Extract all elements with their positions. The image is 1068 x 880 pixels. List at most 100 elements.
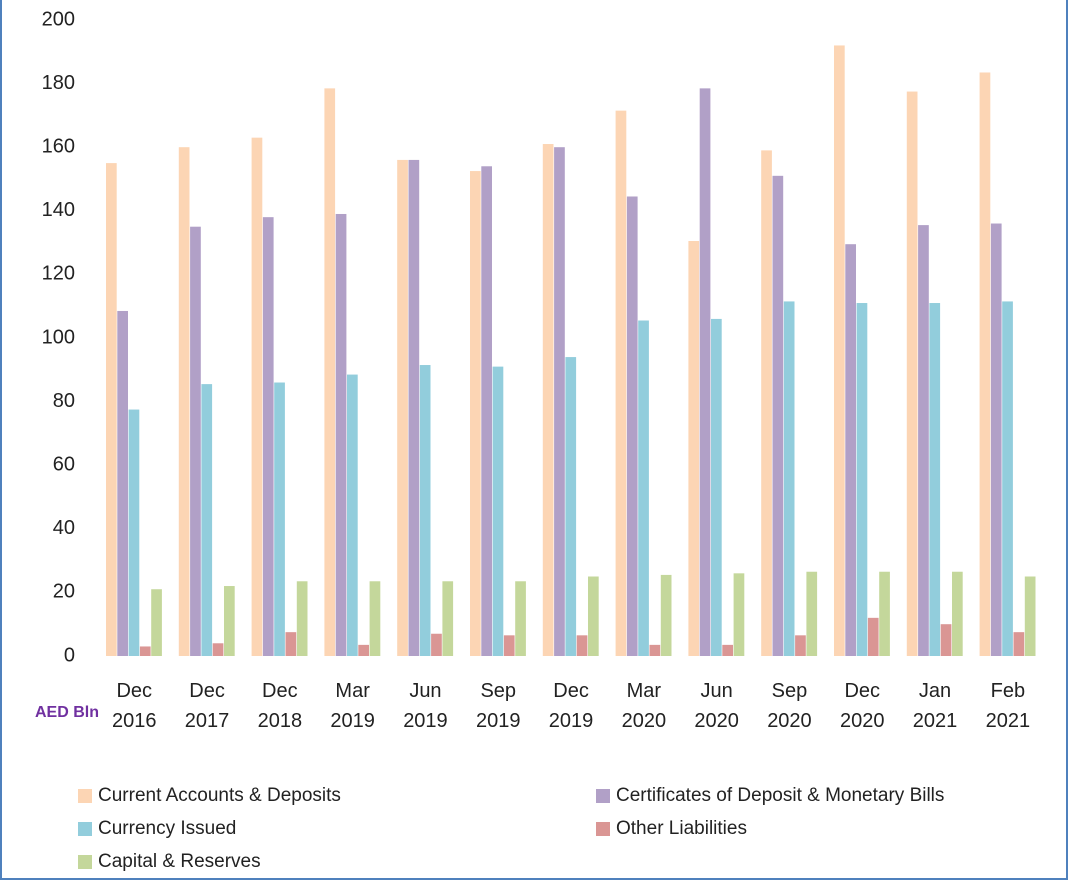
x-tick-line: 2021 (986, 710, 1031, 732)
bar (845, 244, 856, 656)
legend-swatch (78, 822, 92, 836)
x-tick-line: Dec (189, 680, 225, 702)
bar (772, 175, 784, 656)
legend-label: Other Liabilities (616, 818, 747, 839)
x-tick-line: 2020 (694, 710, 739, 732)
bar (1013, 632, 1025, 656)
x-tick-label: Sep 2020 (767, 680, 812, 732)
bar (442, 581, 454, 656)
y-tick-label: 140 (42, 199, 75, 221)
bar (397, 159, 408, 657)
x-tick-label: Jan 2021 (913, 680, 958, 732)
bar (588, 576, 599, 656)
bar (190, 226, 201, 656)
bar (638, 320, 649, 656)
legend-swatch (78, 789, 92, 803)
x-tick-line: 2019 (403, 710, 448, 732)
y-tick-label: 0 (64, 644, 75, 666)
bar (761, 150, 772, 656)
bar (929, 303, 941, 656)
bar (1024, 576, 1036, 656)
legend-label: Current Accounts & Deposits (98, 785, 341, 806)
bar (649, 644, 661, 656)
bar (492, 366, 504, 656)
x-tick-line: 2019 (476, 710, 521, 732)
x-tick-label: Dec 2018 (258, 680, 303, 732)
x-tick-line: 2016 (112, 710, 157, 732)
bar (201, 384, 213, 656)
bar (224, 586, 235, 656)
y-tick-label: 200 (42, 8, 75, 30)
axis-label: AED Bln (35, 704, 99, 721)
bar (918, 225, 929, 657)
x-tick-label: Jun 2019 (403, 680, 448, 732)
bar (688, 241, 700, 656)
x-tick-label: Jun 2020 (694, 680, 739, 732)
bar (274, 382, 285, 656)
bar (979, 72, 991, 657)
y-tick-label: 160 (42, 135, 75, 157)
x-tick-line: Sep (772, 680, 808, 702)
y-tick-label: 80 (53, 390, 75, 412)
bar (906, 91, 918, 657)
bar (660, 574, 672, 656)
bar (503, 635, 515, 656)
bar (576, 635, 588, 656)
bar (285, 632, 297, 656)
legend-label: Currency Issued (98, 818, 236, 839)
bar (358, 644, 369, 656)
bar (212, 643, 224, 656)
x-tick-label: Feb 2021 (986, 680, 1031, 732)
bar (879, 571, 890, 656)
bar (565, 357, 577, 656)
x-tick-line: Jun (701, 680, 733, 702)
bar (722, 644, 733, 656)
x-tick-line: Feb (991, 680, 1025, 702)
x-tick-line: 2020 (622, 710, 667, 732)
y-tick-label: 180 (42, 72, 75, 94)
bar (733, 573, 745, 656)
bar (262, 217, 274, 656)
bar (128, 409, 140, 656)
x-tick-line: Dec (553, 680, 589, 702)
x-tick-label: Dec 2017 (185, 680, 230, 732)
bar (990, 223, 1002, 656)
legend-label: Capital & Reserves (98, 851, 261, 872)
bar (470, 171, 481, 657)
bar (626, 196, 638, 657)
bar (369, 581, 381, 656)
y-tick-label: 20 (53, 581, 75, 603)
x-tick-line: Sep (480, 680, 516, 702)
x-tick-line: 2020 (840, 710, 885, 732)
x-tick-line: Dec (262, 680, 298, 702)
x-tick-line: Dec (844, 680, 880, 702)
bar (952, 571, 963, 656)
bar (139, 646, 151, 656)
bar (419, 365, 431, 656)
legend-swatch (78, 855, 92, 869)
bar (151, 589, 162, 656)
bar (834, 45, 845, 656)
x-tick-line: Jun (409, 680, 441, 702)
x-tick-line: 2017 (185, 710, 230, 732)
bar (335, 213, 347, 657)
bar (178, 147, 190, 656)
x-tick-label: Mar 2020 (622, 680, 667, 732)
bar (940, 624, 952, 656)
bar (347, 374, 358, 656)
bar (1002, 301, 1013, 656)
legend-label: Certificates of Deposit & Monetary Bills (616, 785, 944, 806)
y-tick-label: 60 (53, 453, 75, 475)
bar (615, 110, 627, 656)
bar (867, 617, 879, 656)
bar (251, 137, 263, 656)
bar (106, 163, 117, 656)
bar (296, 581, 308, 656)
bar (806, 571, 818, 656)
y-tick-label: 100 (42, 326, 75, 348)
bar (481, 166, 492, 656)
bar (711, 318, 722, 656)
x-tick-line: 2020 (767, 710, 812, 732)
